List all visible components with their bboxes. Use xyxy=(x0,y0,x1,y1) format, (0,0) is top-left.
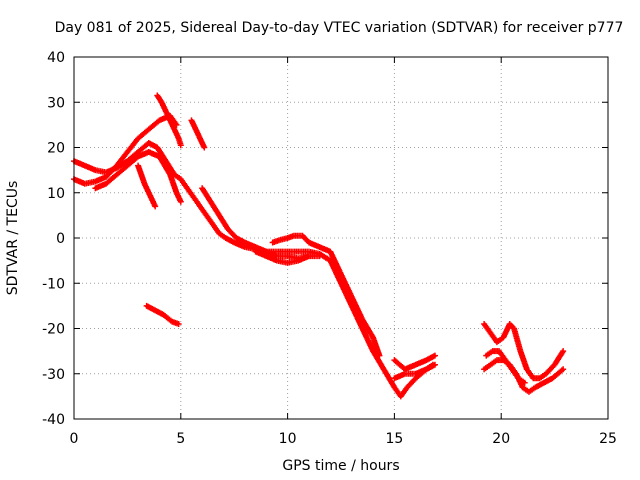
scatter-markers xyxy=(188,117,208,151)
x-tick-label: 15 xyxy=(385,431,403,447)
chart-title: Day 081 of 2025, Sidereal Day-to-day VTE… xyxy=(55,20,624,36)
scatter-markers xyxy=(199,185,312,262)
scatter-markers xyxy=(391,352,438,373)
y-tick-label: -10 xyxy=(42,276,65,292)
y-tick-label: -40 xyxy=(42,412,65,428)
scatter-markers xyxy=(92,149,184,205)
series-track-m xyxy=(481,320,567,382)
series-track-h xyxy=(269,232,383,359)
series-track-b xyxy=(71,112,180,187)
series-track-a xyxy=(71,139,436,400)
x-tick-label: 0 xyxy=(70,431,79,447)
series-track-e xyxy=(135,162,159,210)
y-tick-label: 30 xyxy=(47,95,65,111)
scatter-markers xyxy=(71,112,180,187)
scatter-markers xyxy=(481,320,567,382)
y-tick-label: 10 xyxy=(47,186,65,202)
data-series xyxy=(71,92,567,400)
scatter-markers xyxy=(71,139,436,400)
series-track-o xyxy=(483,348,528,386)
y-tick-label: -30 xyxy=(42,367,65,383)
x-tick-label: 20 xyxy=(492,431,510,447)
x-tick-label: 5 xyxy=(176,431,185,447)
scatter-markers xyxy=(135,162,159,210)
series-track-i xyxy=(252,248,323,266)
series-track-l xyxy=(391,361,438,382)
series-track-f xyxy=(188,117,208,151)
scatter-markers xyxy=(143,302,182,327)
scatter-markers xyxy=(269,232,383,359)
x-axis-label: GPS time / hours xyxy=(282,458,399,474)
series-track-k xyxy=(391,352,438,373)
series-track-g xyxy=(199,185,312,262)
y-tick-label: 0 xyxy=(56,231,65,247)
y-tick-label: 20 xyxy=(47,141,65,157)
y-tick-label: -20 xyxy=(42,322,65,338)
scatter-markers xyxy=(252,248,323,266)
y-axis-label: SDTVAR / TECUs xyxy=(5,181,21,296)
x-tick-label: 25 xyxy=(599,431,617,447)
axis-ticks: 0 5 10 15 20 25 -40 -30 -20 -10 0 10 20 30 40 xyxy=(42,50,617,447)
scatter-markers xyxy=(391,361,438,382)
scatter-markers xyxy=(483,348,528,386)
series-track-c xyxy=(154,92,184,149)
series-track-d xyxy=(92,149,184,205)
series-track-j xyxy=(143,302,182,327)
y-tick-label: 40 xyxy=(47,50,65,66)
scatter-markers xyxy=(154,92,184,149)
x-tick-label: 10 xyxy=(279,431,297,447)
